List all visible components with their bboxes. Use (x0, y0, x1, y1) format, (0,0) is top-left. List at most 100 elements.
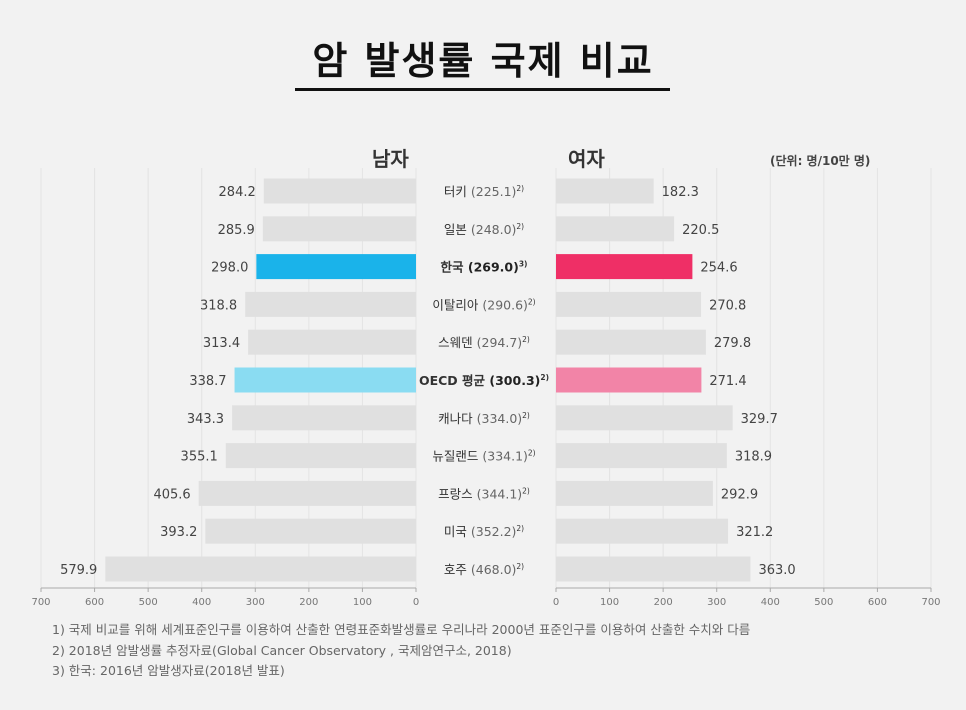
country-name: 캐나다 (438, 411, 476, 426)
female-bar (556, 556, 751, 582)
female-bar (556, 367, 702, 393)
country-name: 한국 (441, 260, 468, 275)
female-value-label: 270.8 (709, 298, 746, 313)
male-bar (245, 291, 416, 317)
tick-label-left: 200 (299, 597, 318, 608)
footnote-marker: 2) (522, 486, 530, 495)
male-value-label: 343.3 (187, 412, 224, 427)
country-total: (248.0) (471, 222, 517, 237)
tick-label-right: 300 (707, 597, 726, 608)
male-value-label: 355.1 (181, 450, 218, 465)
female-bar (556, 254, 693, 280)
footnote-marker: 2) (516, 524, 524, 533)
tick-label-right: 100 (600, 597, 619, 608)
country-name: 스웨덴 (438, 335, 476, 350)
female-bar (556, 291, 702, 317)
tick-label-right: 400 (761, 597, 780, 608)
male-bar (205, 518, 416, 544)
country-total: (344.1) (477, 486, 523, 501)
footnote-marker: 2) (522, 335, 530, 344)
country-name: 터키 (444, 184, 471, 199)
female-value-label: 321.2 (736, 525, 773, 540)
tick-label-left: 600 (85, 597, 104, 608)
tick-label-right: 200 (654, 597, 673, 608)
labels: 284.2 182.3터키 (225.1)2)285.9 220.5일본 (248.… (60, 184, 796, 578)
country-total: (290.6) (482, 297, 528, 312)
country-label: OECD 평균 (300.3)2) (419, 373, 549, 388)
footnote-marker: 2) (516, 184, 524, 193)
country-name: 일본 (444, 222, 471, 237)
male-value-label: 579.9 (60, 563, 97, 578)
footnote-marker: 2) (528, 449, 536, 458)
country-name: 미국 (444, 524, 471, 539)
country-label: 미국 (352.2)2) (444, 524, 524, 539)
country-total: (352.2) (471, 524, 517, 539)
female-bar (556, 405, 733, 431)
footnote-marker: 2) (522, 411, 530, 420)
male-value-label: 284.2 (219, 185, 256, 200)
country-label: 뉴질랜드 (334.1)2) (432, 449, 535, 464)
female-value-label: 318.9 (735, 450, 772, 465)
male-bar (263, 178, 416, 204)
tick-label-left: 500 (139, 597, 158, 608)
female-value-label: 254.6 (700, 261, 737, 276)
female-bar (556, 329, 706, 355)
tick-label-left: 0 (413, 597, 419, 608)
male-series-heading: 남자 (372, 147, 409, 171)
male-bar (248, 329, 416, 355)
female-bar (556, 443, 727, 469)
country-total: (269.0) (468, 260, 519, 275)
country-label: 일본 (248.0)2) (444, 222, 524, 237)
footnotes: 1) 국제 비교를 위해 세계표준인구를 이용하여 산출한 연령표준화발생률로 … (52, 620, 750, 682)
female-bar (556, 216, 675, 242)
chart-title: 암 발생률 국제 비교 (312, 39, 654, 83)
female-value-label: 220.5 (682, 223, 719, 238)
tick-label-right: 500 (814, 597, 833, 608)
footnote-marker: 2) (516, 222, 524, 231)
footnote-3: 3) 한국: 2016년 암발생자료(2018년 발표) (52, 663, 285, 678)
male-value-label: 285.9 (218, 223, 255, 238)
footnote-1: 1) 국제 비교를 위해 세계표준인구를 이용하여 산출한 연령표준화발생률로 … (52, 622, 751, 637)
female-value-label: 271.4 (709, 374, 746, 389)
country-total: (225.1) (471, 184, 517, 199)
country-label: 터키 (225.1)2) (444, 184, 524, 199)
axes: 0 0 100 100 200 200 300 300 400 400 500 500 600 600 70… (31, 587, 941, 608)
footnote-marker: 2) (528, 297, 536, 306)
female-value-label: 279.8 (714, 336, 751, 351)
male-bar (225, 443, 416, 469)
country-label: 한국 (269.0)3) (441, 260, 528, 275)
country-total: (334.1) (482, 449, 528, 464)
country-label: 캐나다 (334.0)2) (438, 411, 530, 426)
male-value-label: 405.6 (153, 487, 190, 502)
country-total: (468.0) (471, 562, 517, 577)
butterfly-bar-chart: 284.2 182.3터키 (225.1)2)285.9 220.5일본 (248.… (31, 168, 941, 608)
footnote-marker: 3) (519, 260, 528, 269)
female-bar (556, 178, 654, 204)
female-value-label: 329.7 (741, 412, 778, 427)
country-label: 프랑스 (344.1)2) (438, 486, 530, 501)
footnote-2: 2) 2018년 암발생률 추정자료(Global Cancer Observa… (52, 642, 512, 658)
footnote-marker: 2) (516, 562, 524, 571)
tick-label-left: 400 (192, 597, 211, 608)
female-value-label: 182.3 (662, 185, 699, 200)
unit-label: (단위: 명/10만 명) (770, 154, 871, 168)
male-bar (232, 405, 416, 431)
country-name: OECD 평균 (419, 373, 489, 388)
country-label: 이탈리아 (290.6)2) (432, 297, 535, 312)
male-value-label: 338.7 (189, 374, 226, 389)
male-value-label: 393.2 (160, 525, 197, 540)
male-bar (262, 216, 416, 242)
bars (105, 178, 751, 582)
footnote-marker: 2) (540, 373, 549, 382)
tick-label-right: 0 (553, 597, 559, 608)
country-name: 호주 (444, 562, 471, 577)
country-name: 프랑스 (438, 486, 476, 501)
country-name: 뉴질랜드 (432, 449, 482, 464)
male-bar (198, 480, 416, 506)
country-name: 이탈리아 (432, 297, 482, 312)
tick-label-right: 700 (921, 597, 940, 608)
country-total: (294.7) (477, 335, 523, 350)
male-bar (234, 367, 416, 393)
tick-label-left: 100 (353, 597, 372, 608)
female-series-heading: 여자 (568, 147, 605, 171)
